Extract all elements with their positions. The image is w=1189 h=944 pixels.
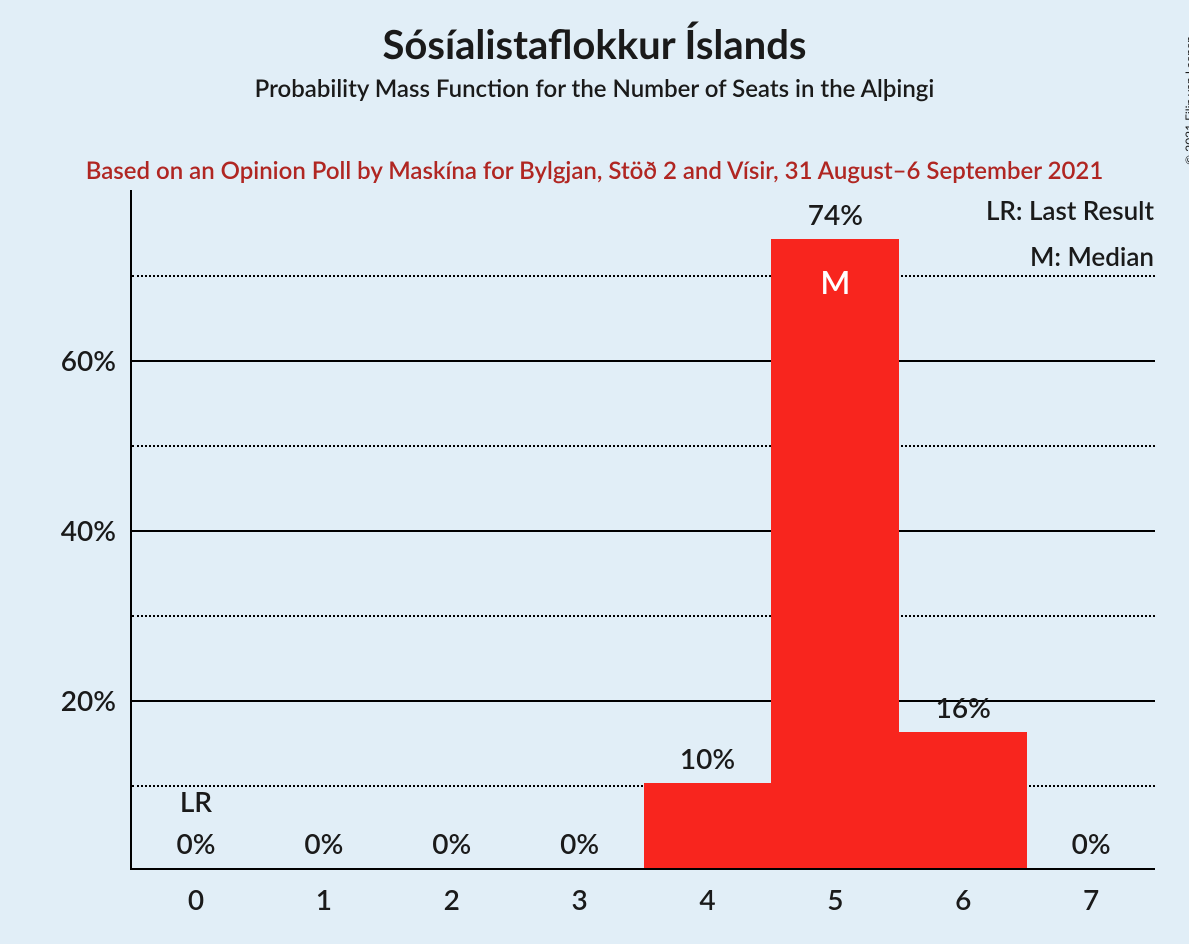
legend: LR: Last Result M: Median (986, 194, 1154, 272)
chart-source: Based on an Opinion Poll by Maskína for … (0, 156, 1189, 185)
y-tick-label: 60% (61, 343, 132, 377)
chart-title: Sósíalistaflokkur Íslands (0, 20, 1189, 68)
x-tick-label: 7 (1083, 868, 1099, 916)
legend-item: M: Median (986, 240, 1154, 272)
y-tick-label: 40% (61, 513, 132, 547)
chart-plot-area: 20%40%60% 0%0LR0%10%20%310%474%5M16%60%7 (130, 190, 1155, 870)
copyright-text: © 2021 Filip van Laenen (1182, 36, 1189, 165)
x-tick-label: 1 (316, 868, 332, 916)
bar-value-label: 74% (808, 197, 863, 231)
bar-slot: 74%5M (771, 190, 899, 868)
bar (899, 732, 1027, 868)
bar-slot: 16%6 (899, 190, 1027, 868)
bar-value-label: 0% (304, 826, 343, 860)
bar-value-label: 0% (560, 826, 599, 860)
bar-slot: 10%4 (644, 190, 772, 868)
bar-slot: 0%2 (388, 190, 516, 868)
bar-slot: 0%0LR (132, 190, 260, 868)
x-tick-label: 5 (827, 868, 843, 916)
x-tick-label: 6 (955, 868, 971, 916)
x-tick-label: 3 (571, 868, 587, 916)
bar (644, 783, 772, 868)
chart-subtitle: Probability Mass Function for the Number… (0, 74, 1189, 103)
y-tick-label: 20% (61, 683, 132, 717)
bar-value-label: 0% (1072, 826, 1111, 860)
marker-last-result: LR (180, 784, 212, 818)
x-tick-label: 4 (699, 868, 715, 916)
x-tick-label: 2 (444, 868, 460, 916)
bar-slot: 0%3 (516, 190, 644, 868)
marker-median: M (820, 262, 850, 301)
bar-slot: 0%7 (1027, 190, 1155, 868)
bar-slot: 0%1 (260, 190, 388, 868)
bars-container: 0%0LR0%10%20%310%474%5M16%60%7 (132, 190, 1155, 868)
bar-value-label: 16% (936, 690, 991, 724)
x-tick-label: 0 (188, 868, 204, 916)
legend-item: LR: Last Result (986, 194, 1154, 226)
bar-value-label: 0% (176, 826, 215, 860)
bar-value-label: 0% (432, 826, 471, 860)
bar (771, 239, 899, 868)
bar-value-label: 10% (680, 741, 735, 775)
